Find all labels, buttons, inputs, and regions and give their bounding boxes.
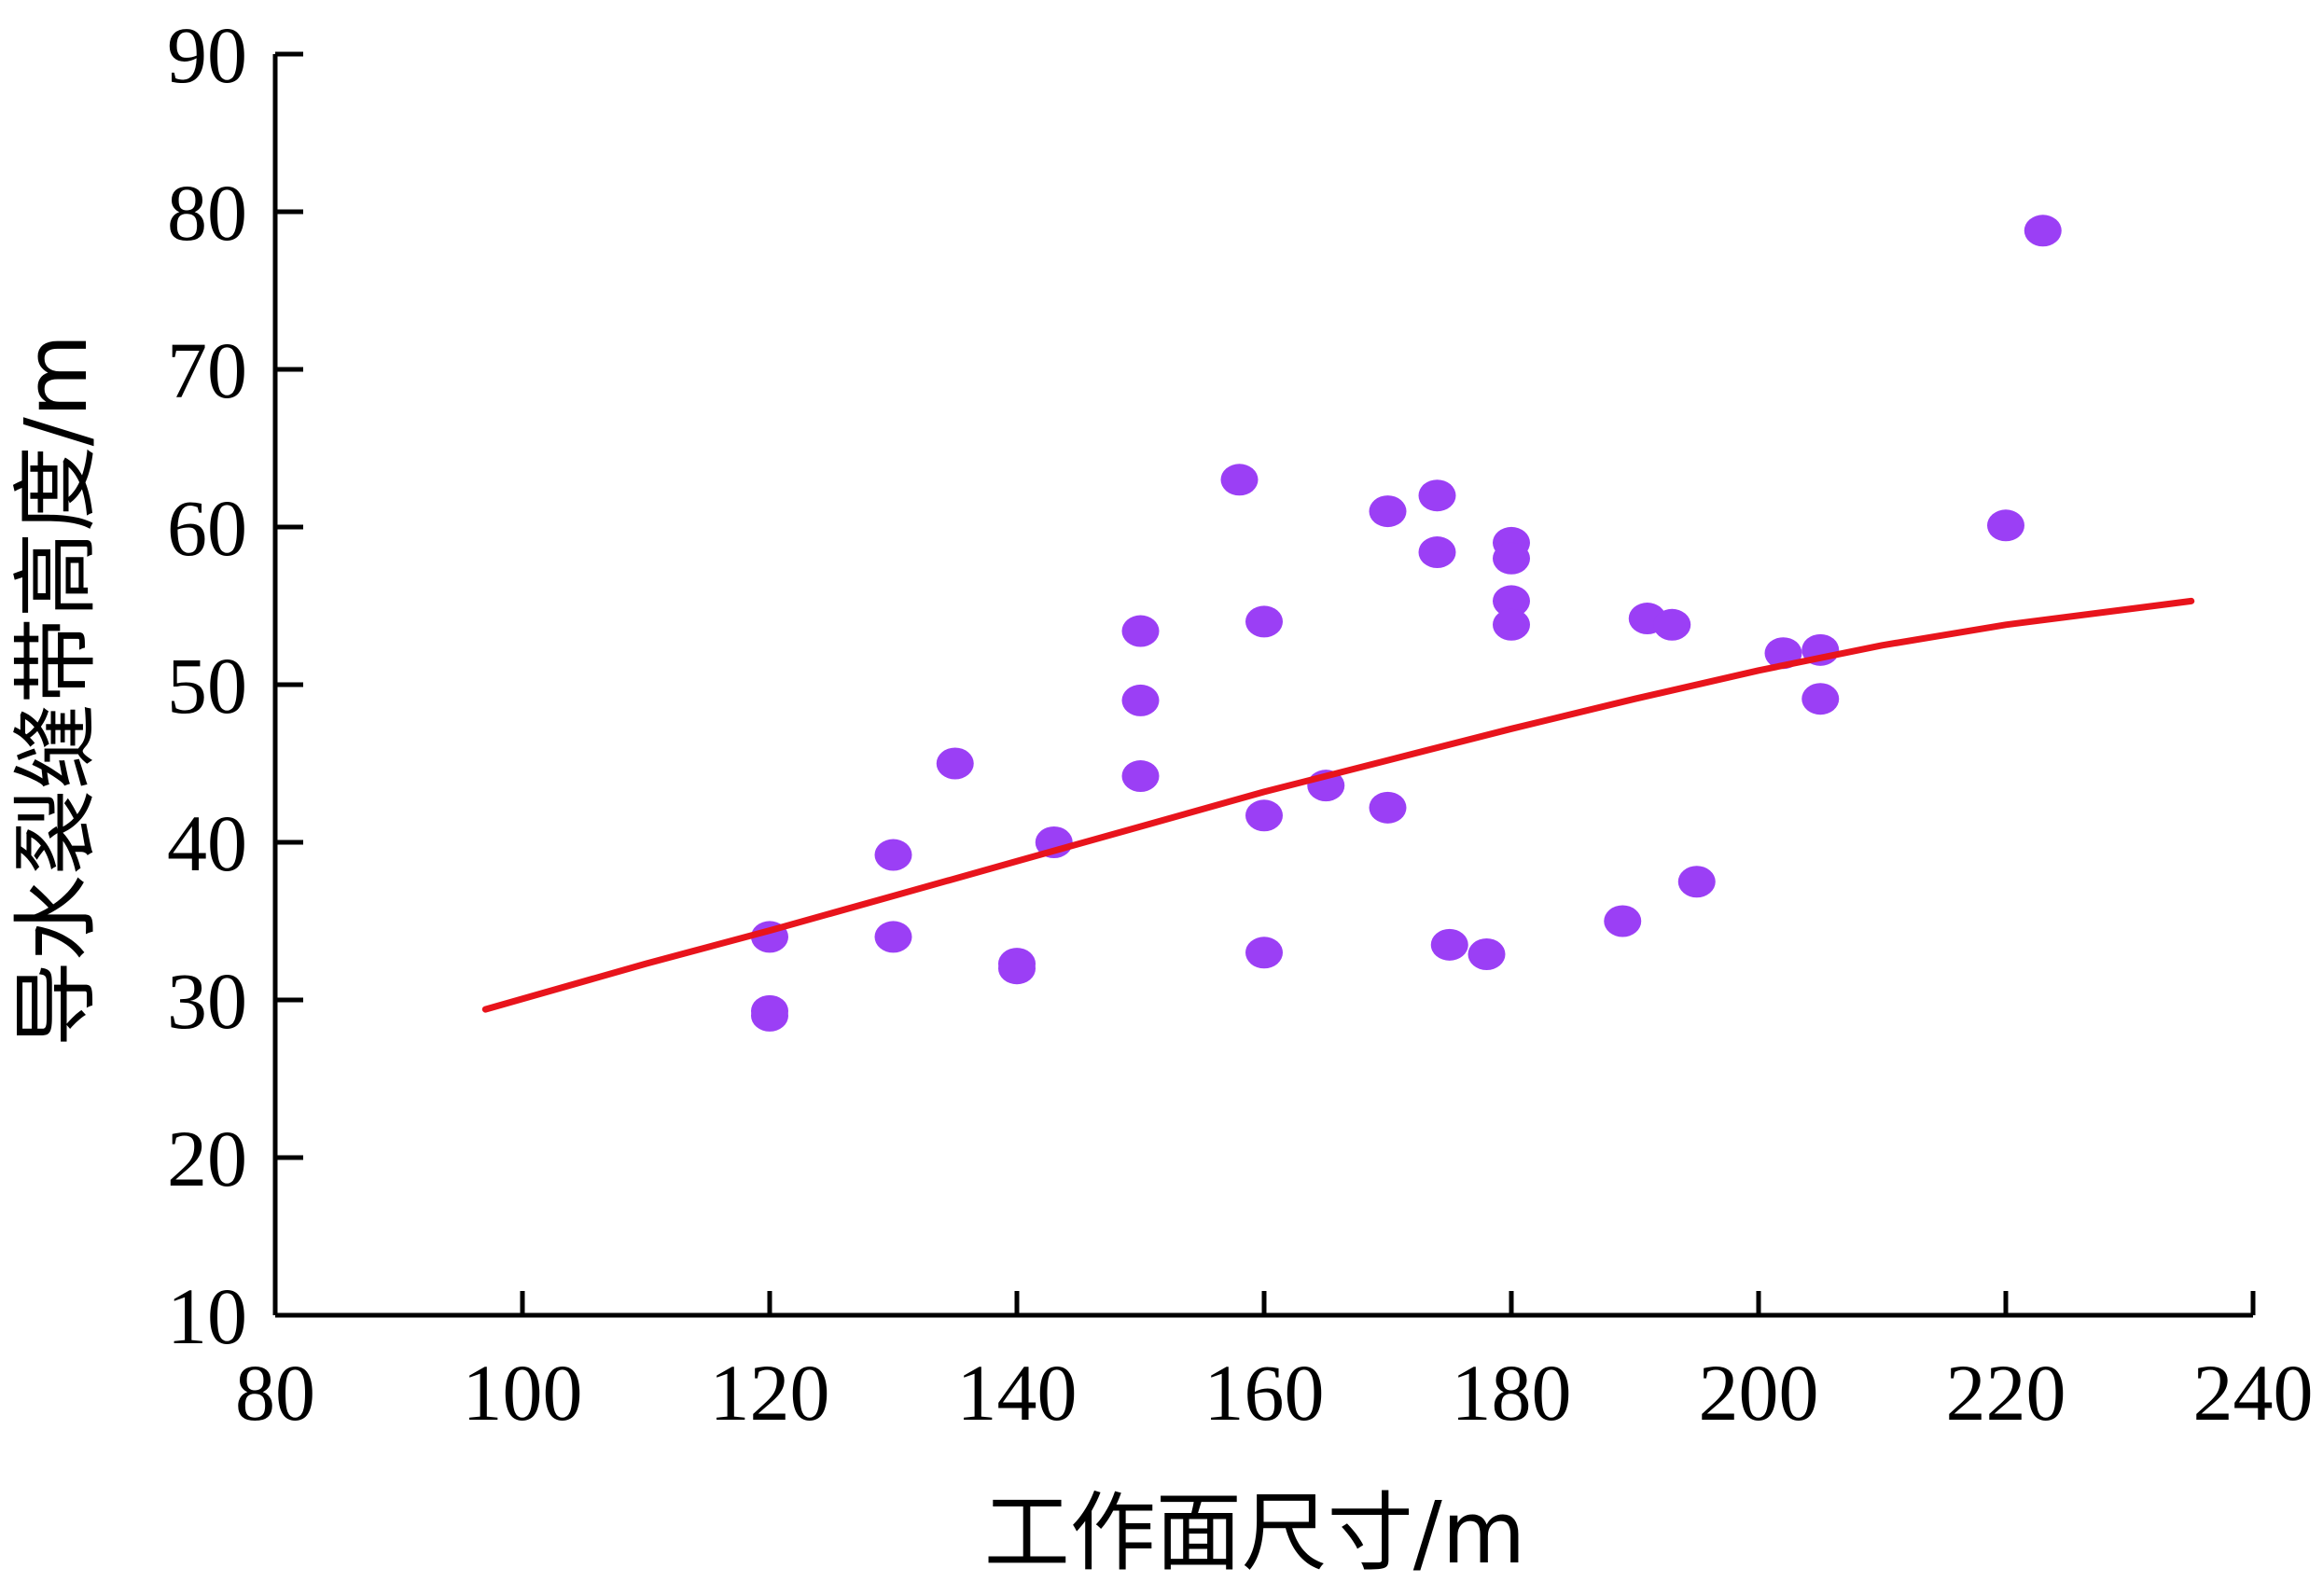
- data-point: [1245, 937, 1283, 969]
- data-point: [1369, 495, 1407, 528]
- y-tick-label: 50: [167, 641, 247, 730]
- trend-line: [481, 597, 2195, 1013]
- data-point: [1220, 464, 1259, 496]
- y-tick-label: 10: [167, 1271, 247, 1361]
- x-tick-label: 240: [2193, 1348, 2314, 1437]
- data-point: [1245, 799, 1283, 832]
- y-tick-label: 80: [167, 168, 247, 257]
- data-points: [751, 215, 2062, 1032]
- data-point: [874, 921, 912, 953]
- y-tick-label: 30: [167, 956, 247, 1046]
- data-point: [1245, 605, 1283, 638]
- data-point: [1418, 479, 1456, 512]
- y-tick-label: 60: [167, 483, 247, 573]
- data-point: [1418, 536, 1456, 569]
- data-point: [1653, 608, 1691, 641]
- data-point: [1121, 615, 1160, 647]
- x-tick-label: 140: [957, 1348, 1078, 1437]
- data-point: [998, 952, 1036, 985]
- x-tick-label: 100: [463, 1348, 583, 1437]
- x-axis-title: 工作面尺寸/m: [984, 1483, 1526, 1583]
- axes: [272, 54, 2253, 1318]
- y-tick-label: 70: [167, 326, 247, 415]
- x-tick-label: 120: [710, 1348, 830, 1437]
- x-tick-label: 220: [1946, 1348, 2066, 1437]
- data-point: [2024, 215, 2062, 247]
- data-point: [936, 747, 974, 780]
- data-point: [1121, 684, 1160, 716]
- data-point: [1677, 866, 1716, 898]
- data-point: [1430, 928, 1468, 961]
- data-point: [1987, 509, 2024, 542]
- data-point: [1121, 760, 1160, 793]
- data-point: [751, 999, 788, 1032]
- data-point: [1493, 585, 1530, 618]
- y-tick-label: 20: [167, 1114, 247, 1203]
- data-point: [1493, 542, 1530, 575]
- y-axis-ticks: 10 20 30 40 50 60 70 80 90: [167, 10, 303, 1361]
- x-tick-label: 180: [1452, 1348, 1572, 1437]
- data-point: [1801, 683, 1840, 715]
- data-point: [1493, 608, 1530, 641]
- data-point: [1468, 937, 1506, 970]
- trend-line-group: [481, 597, 2195, 1013]
- y-tick-label: 40: [167, 798, 247, 888]
- data-point: [874, 839, 912, 871]
- y-axis-title: 导水裂缝带高度/m: [7, 334, 106, 1048]
- x-tick-label: 200: [1699, 1348, 1819, 1437]
- x-axis-ticks: 80 100 120 140 160 180 200 220 240: [235, 1291, 2314, 1437]
- x-tick-label: 160: [1204, 1348, 1325, 1437]
- x-tick-label: 80: [235, 1348, 315, 1437]
- y-tick-label: 90: [167, 10, 247, 100]
- data-point: [1604, 905, 1642, 937]
- data-point: [1369, 791, 1407, 824]
